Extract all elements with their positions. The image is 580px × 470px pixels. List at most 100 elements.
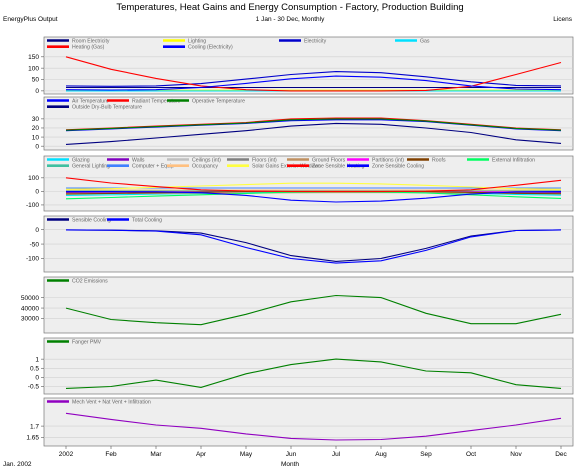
panel-3: Glazing Walls Ceilings (int) Floors (int) Gr… — [26, 155, 574, 212]
legend-entry: Zone Sensible Cooling — [372, 164, 424, 170]
y-tick-label: 100 — [28, 175, 39, 182]
period-label: 1 Jan - 30 Dec, Monthly — [255, 16, 325, 23]
plot-area — [43, 276, 574, 334]
panel-6: Fanger PMV -0.5 0 0.5 1 — [28, 337, 574, 395]
series-line-co2-emissions — [65, 294, 562, 326]
y-tick-label: 150 — [28, 54, 39, 61]
legend-entry: Occupancy — [192, 164, 218, 170]
panel-7: Mech Vent + Nat Vent + Infiltration 1.65 1… — [26, 397, 574, 447]
legend: Sensible Cooling Total Cooling — [47, 217, 162, 223]
panel-4: Sensible Cooling Total Cooling -100 -50 0 — [26, 215, 574, 273]
x-tick-label: Nov — [510, 451, 522, 458]
y-tick-label: 30000 — [21, 316, 39, 323]
series-line-heating-gas- — [65, 56, 562, 92]
y-tick-label: 1.65 — [26, 434, 39, 441]
legend-entry: CO2 Emissions — [72, 278, 108, 284]
legend: CO2 Emissions — [47, 278, 108, 284]
legend-entry: Glazing — [72, 157, 90, 163]
y-tick-label: 1.7 — [30, 423, 39, 430]
series-line-solar-gains-exterior-windows — [65, 182, 562, 190]
license-label: Licens — [553, 16, 572, 23]
legend: Room Electricity Lighting Electricity Gas He… — [47, 38, 430, 51]
legend-entry: Air Temperature — [72, 98, 109, 104]
y-tick-label: 50 — [32, 77, 40, 84]
x-axis-label: Month — [280, 461, 300, 468]
legend-entry: Radiant Temperature — [132, 98, 180, 104]
plot-area — [43, 337, 574, 395]
y-tick-label: 1 — [35, 356, 39, 363]
legend-entry: Zone Sensible Heating — [312, 164, 365, 170]
x-tick-label: 2002 — [59, 451, 74, 458]
series-line-outside-dry-bulb-temperature — [65, 122, 562, 145]
legend-entry: Ground Floors — [312, 157, 346, 163]
y-tick-label: 30 — [32, 116, 40, 123]
legend-entry: Solar Gains Exterior Windows — [252, 164, 321, 170]
series-line-total-cooling — [65, 229, 562, 264]
legend-entry: Sensible Cooling — [72, 217, 111, 223]
x-tick-label: Feb — [105, 451, 117, 458]
y-tick-label: 40000 — [21, 305, 39, 312]
x-tick-label: Oct — [466, 451, 476, 458]
legend: Glazing Walls Ceilings (int) Floors (int) Gr… — [47, 157, 535, 170]
y-tick-label: 0 — [35, 375, 39, 382]
series-line-zone-sensible-cooling — [66, 191, 562, 203]
x-tick-label: May — [240, 451, 253, 458]
x-tick-label: Sep — [420, 451, 432, 458]
y-tick-label: -100 — [26, 202, 39, 209]
legend-entry: Ceilings (int) — [192, 157, 221, 163]
y-tick-label: 0 — [35, 189, 39, 196]
x-axis: 2002 Feb Mar Apr May Jun Jul Aug Sep Oct Nov Dec — [59, 446, 568, 458]
legend: Fanger PMV — [47, 339, 102, 345]
legend-entry: Gas — [420, 38, 430, 44]
plot-area — [43, 36, 574, 95]
legend-entry: Outside Dry-Bulb Temperature — [72, 105, 142, 111]
source-label: EnergyPlus Output — [3, 16, 58, 23]
legend-entry: Fanger PMV — [72, 339, 102, 345]
legend: Air Temperature Radiant Temperature Operat… — [47, 98, 245, 111]
legend-entry: Mech Vent + Nat Vent + Infiltration — [72, 399, 151, 405]
y-tick-label: -50 — [30, 241, 40, 248]
x-tick-label: Mar — [150, 451, 162, 458]
legend-entry: Roofs — [432, 157, 446, 163]
legend-entry: Cooling (Electricity) — [188, 45, 233, 51]
y-tick-label: 0.5 — [30, 365, 39, 372]
legend-entry: Heating (Gas) — [72, 45, 105, 51]
y-tick-label: 0 — [35, 143, 39, 150]
y-tick-label: 50000 — [21, 295, 39, 302]
legend-entry: Room Electricity — [72, 38, 110, 44]
series-line-zone-sensible-heating — [65, 177, 562, 192]
chart-title: Temperatures, Heat Gains and Energy Cons… — [116, 2, 464, 13]
y-tick-label: 100 — [28, 65, 39, 72]
series-line-operative-temperature — [65, 118, 562, 131]
y-tick-label: 0 — [35, 88, 39, 95]
plot-area — [43, 96, 574, 151]
series-line-cooling-electricity- — [65, 75, 562, 91]
y-tick-label: 0 — [35, 227, 39, 234]
x-tick-label: Jun — [286, 451, 297, 458]
x-tick-label: Aug — [375, 451, 387, 458]
legend-entry: Walls — [132, 157, 145, 163]
panel-5: CO2 Emissions 30000 40000 50000 — [21, 276, 574, 334]
series-line-electricity — [65, 71, 562, 87]
legend-entry: External Infiltration — [492, 157, 535, 163]
series-line-mech-vent-nat-vent-infiltration — [65, 412, 562, 441]
legend-entry: Lighting — [188, 38, 206, 44]
panel-2: Air Temperature Radiant Temperature Operat… — [32, 96, 574, 151]
legend-entry: General Lighting — [72, 164, 110, 170]
x-tick-label: Dec — [555, 451, 567, 458]
legend-entry: Operative Temperature — [192, 98, 245, 104]
y-tick-label: 10 — [32, 134, 40, 141]
y-tick-label: -100 — [26, 256, 39, 263]
panel-1: Room Electricity Lighting Electricity Gas He… — [28, 36, 574, 95]
legend-entry: Computer + Equip — [132, 164, 174, 170]
legend: Mech Vent + Nat Vent + Infiltration — [47, 399, 151, 405]
y-tick-label: 20 — [32, 125, 40, 132]
series-line-fanger-pmv — [65, 358, 562, 389]
legend-entry: Partitions (int) — [372, 157, 404, 163]
legend-entry: Floors (int) — [252, 157, 277, 163]
legend-entry: Total Cooling — [132, 217, 162, 223]
x-tick-label: Apr — [196, 451, 207, 458]
x-tick-label: Jul — [332, 451, 341, 458]
